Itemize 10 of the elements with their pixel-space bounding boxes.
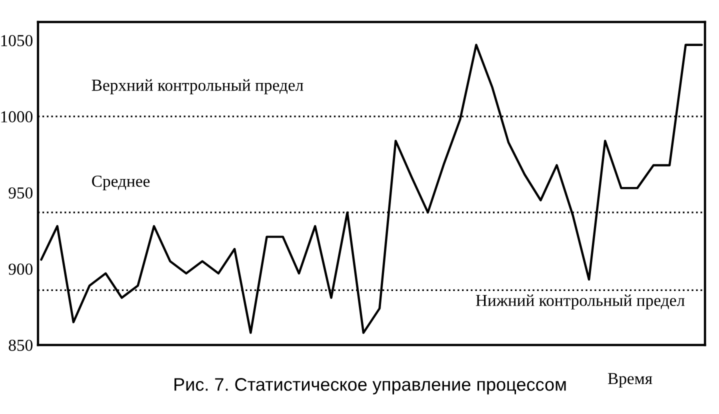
text: Рис. 7. Статистическое управление процессом	[174, 378, 566, 394]
y-tick-label: 850	[8, 340, 33, 351]
y-tick-label: 900	[8, 264, 33, 275]
x-axis-title: Время	[608, 373, 652, 388]
y-tick-label: 950	[8, 187, 33, 199]
ref-line-label: Среднее	[92, 176, 150, 190]
y-tick-label: 1050	[1, 34, 33, 46]
y-tick-label: 1000	[1, 111, 33, 122]
ref-line-label: Верхний контрольный предел	[92, 79, 304, 94]
ref-line-label: Нижний контрольный предел	[476, 294, 685, 310]
